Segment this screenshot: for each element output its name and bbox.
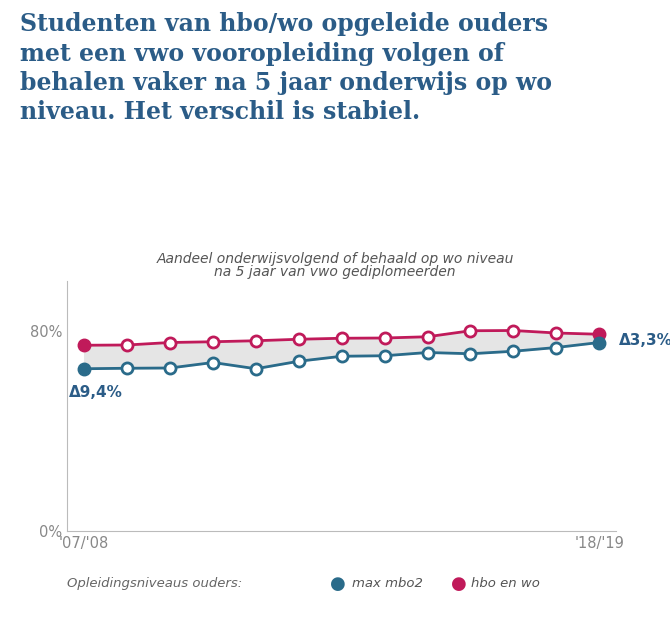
Text: ●: ● <box>330 575 346 592</box>
Text: Δ3,3%: Δ3,3% <box>618 333 670 348</box>
Text: Aandeel onderwijsvolgend of behaald op wo niveau: Aandeel onderwijsvolgend of behaald op w… <box>156 253 514 266</box>
Text: hbo en wo: hbo en wo <box>471 578 540 590</box>
Text: max mbo2: max mbo2 <box>352 578 423 590</box>
Text: ●: ● <box>451 575 467 592</box>
Text: Δ9,4%: Δ9,4% <box>69 385 123 400</box>
Text: Studenten van hbo/wo opgeleide ouders
met een vwo vooropleiding volgen of
behale: Studenten van hbo/wo opgeleide ouders me… <box>20 12 552 124</box>
Text: na 5 jaar van vwo gediplomeerden: na 5 jaar van vwo gediplomeerden <box>214 265 456 279</box>
Text: Opleidingsniveaus ouders:: Opleidingsniveaus ouders: <box>67 578 243 590</box>
